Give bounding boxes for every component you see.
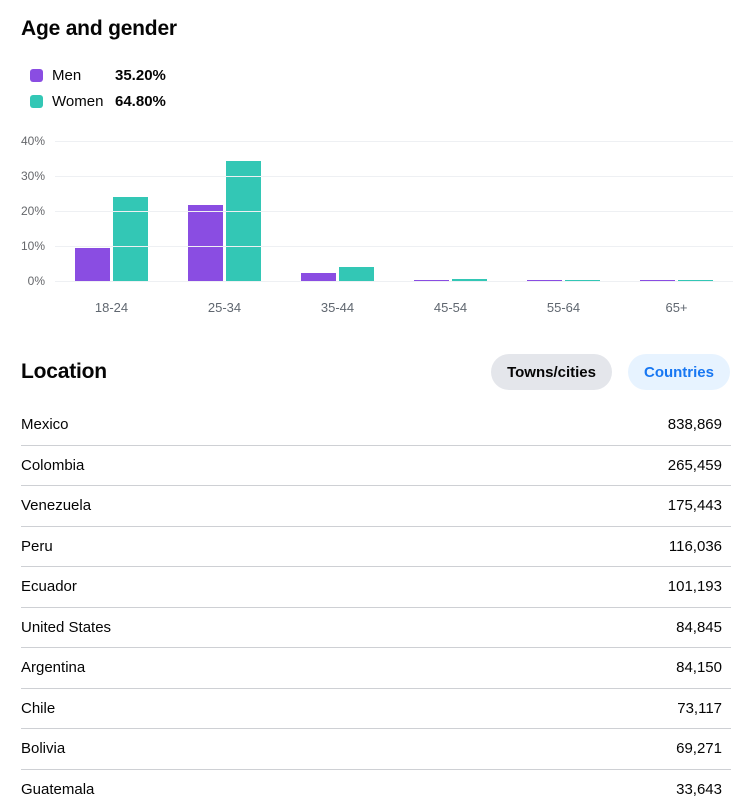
location-row-peru: Peru 116,036 xyxy=(21,527,731,567)
location-name: Mexico xyxy=(21,416,69,434)
legend-row-men: Men 35.20% xyxy=(30,62,743,88)
women-legend-value: 64.80% xyxy=(115,92,166,110)
bar-group-18-24 xyxy=(55,142,168,282)
bar-women-45-54 xyxy=(452,279,487,282)
women-color-swatch xyxy=(30,94,43,108)
location-row-argentina: Argentina 84,150 xyxy=(21,648,731,689)
location-view-toggle: Towns/cities Countries xyxy=(491,354,730,390)
location-name: United States xyxy=(21,618,112,636)
location-section-title: Location xyxy=(21,360,107,383)
gridline-40% xyxy=(55,141,733,142)
bar-groups xyxy=(55,142,733,282)
bar-group-25-34 xyxy=(168,142,281,282)
chart-plot-area: 0% 10% 20% 30% 40% xyxy=(21,134,733,288)
bar-group-35-44 xyxy=(281,142,394,282)
bar-women-18-24 xyxy=(113,197,148,282)
gridline-30% xyxy=(55,176,733,177)
location-value: 101,193 xyxy=(667,578,722,596)
bar-men-35-44 xyxy=(301,273,336,282)
x-tick-35-44: 35-44 xyxy=(320,300,355,315)
location-name: Bolivia xyxy=(21,740,66,758)
location-header: Location Towns/cities Countries xyxy=(21,354,730,390)
towns-cities-button[interactable]: Towns/cities xyxy=(491,354,612,390)
y-tick-40%: 40% xyxy=(20,134,45,148)
location-table: Mexico 838,869 Colombia 265,459 Venezuela 175… xyxy=(0,405,743,803)
location-name: Peru xyxy=(21,537,53,555)
location-name: Guatemala xyxy=(21,780,95,798)
location-value: 69,271 xyxy=(676,740,722,758)
y-tick-20%: 20% xyxy=(20,204,45,218)
bar-group-45-54 xyxy=(394,142,507,282)
y-tick-10%: 10% xyxy=(20,239,45,253)
x-tick-45-54: 45-54 xyxy=(433,300,468,315)
bar-men-18-24 xyxy=(75,248,110,282)
x-tick-55-64: 55-64 xyxy=(546,300,581,315)
location-name: Venezuela xyxy=(21,497,92,515)
location-value: 838,869 xyxy=(667,416,722,434)
bar-women-35-44 xyxy=(339,267,374,282)
location-value: 73,117 xyxy=(677,699,722,717)
bar-women-25-34 xyxy=(226,161,261,282)
location-row-united-states: United States 84,845 xyxy=(21,608,731,648)
legend-row-women: Women 64.80% xyxy=(30,88,743,114)
x-axis-labels: 18-24 25-34 35-44 45-54 55-64 65+ xyxy=(55,300,733,315)
x-tick-25-34: 25-34 xyxy=(207,300,242,315)
location-row-venezuela: Venezuela 175,443 xyxy=(21,486,731,527)
men-color-swatch xyxy=(30,68,43,82)
age-gender-bar-chart: 0% 10% 20% 30% 40% 18-24 25-34 35-44 45-54 55-64… xyxy=(0,134,743,320)
location-name: Argentina xyxy=(21,659,86,677)
y-tick-30%: 30% xyxy=(20,169,45,183)
women-legend-label: Women xyxy=(52,92,104,110)
bar-group-65+ xyxy=(620,142,733,282)
location-value: 116,036 xyxy=(668,537,722,555)
location-value: 33,643 xyxy=(676,780,722,798)
location-row-colombia: Colombia 265,459 xyxy=(21,446,731,486)
location-name: Colombia xyxy=(21,456,85,474)
location-row-chile: Chile 73,117 xyxy=(21,689,731,729)
countries-button[interactable]: Countries xyxy=(627,354,730,390)
location-row-ecuador: Ecuador 101,193 xyxy=(21,567,731,608)
location-value: 84,150 xyxy=(676,659,722,677)
men-legend-label: Men xyxy=(52,66,82,84)
men-legend-value: 35.20% xyxy=(115,66,166,84)
location-row-bolivia: Bolivia 69,271 xyxy=(21,729,731,770)
age-gender-section-title: Age and gender xyxy=(21,17,177,40)
location-value: 84,845 xyxy=(676,618,722,636)
bar-group-55-64 xyxy=(507,142,620,282)
bar-men-25-34 xyxy=(188,205,223,282)
location-row-guatemala: Guatemala 33,643 xyxy=(21,770,731,803)
gridline-0% xyxy=(55,281,733,282)
x-tick-65+: 65+ xyxy=(665,300,688,315)
location-value: 265,459 xyxy=(667,456,722,474)
gridline-10% xyxy=(55,246,733,247)
location-value: 175,443 xyxy=(667,497,722,515)
y-tick-0%: 0% xyxy=(27,274,45,288)
location-name: Ecuador xyxy=(21,578,77,596)
x-tick-18-24: 18-24 xyxy=(94,300,129,315)
gridline-20% xyxy=(55,211,733,212)
location-row-mexico: Mexico 838,869 xyxy=(21,405,731,446)
location-name: Chile xyxy=(21,699,56,717)
gender-legend: Men 35.20% Women 64.80% xyxy=(30,62,743,114)
